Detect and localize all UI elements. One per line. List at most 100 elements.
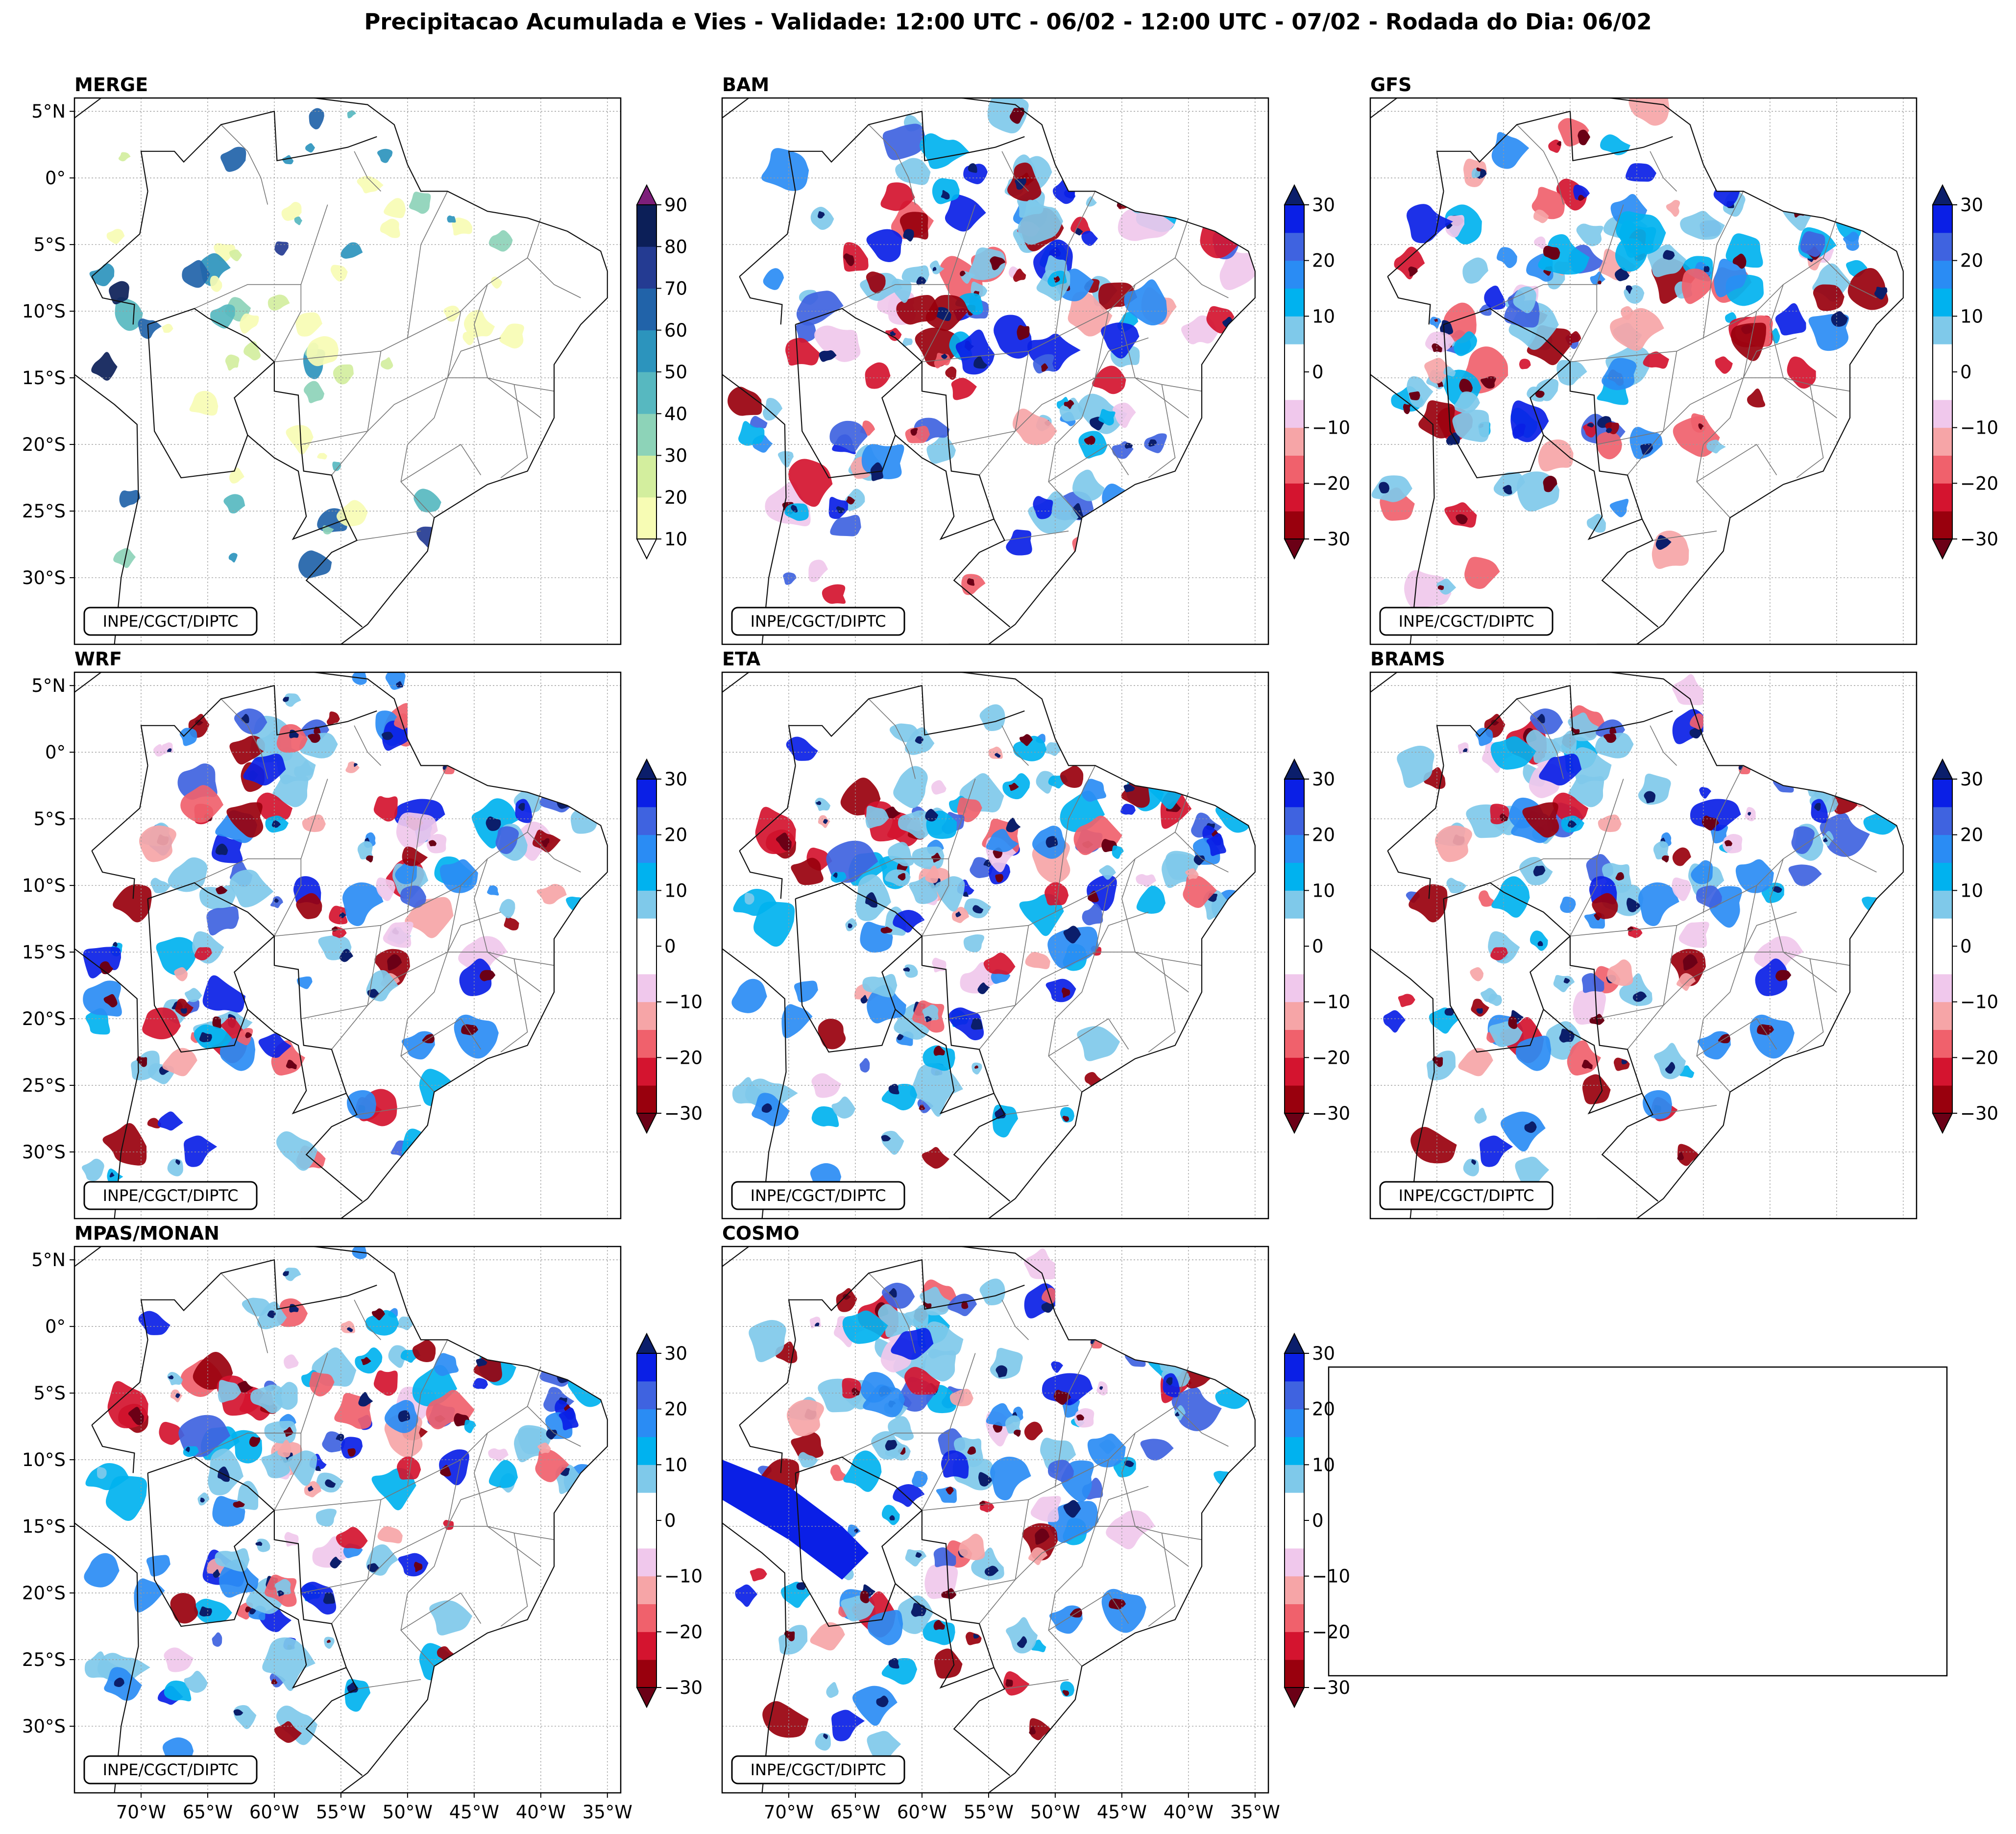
axes-frame: [721, 97, 1269, 645]
colorbar-extend-min: [1284, 1687, 1305, 1709]
state-border: [922, 204, 976, 362]
colorbar-bin: [1933, 1002, 1952, 1030]
colorbar-bin: [637, 1660, 656, 1688]
colorbar-extend-min: [1932, 1113, 1953, 1134]
state-border: [194, 858, 301, 883]
colorbar-bin: [637, 834, 656, 863]
state-border: [1743, 952, 1850, 966]
lat-tick-label: 20°S: [22, 1008, 66, 1029]
state-border: [1570, 779, 1624, 936]
lon-tick-label: 70°W: [764, 1802, 814, 1823]
colorbar-tick-label: −20: [1960, 1047, 1998, 1068]
state-border: [1095, 377, 1202, 392]
state-border: [1048, 311, 1109, 518]
colorbar-tick-label: −20: [1312, 1047, 1350, 1068]
colorbar-bin: [637, 974, 656, 1003]
colorbar-tick-label: −20: [664, 1621, 703, 1642]
state-border: [354, 1299, 382, 1340]
colorbar-tick-label: 10: [1312, 1454, 1335, 1475]
colorbar-tick-label: −30: [1312, 1103, 1350, 1124]
state-border: [1490, 858, 1597, 883]
colorbar-tick-label: 30: [1312, 1343, 1335, 1364]
state-border: [400, 311, 461, 518]
colorbar-tick-label: 90: [664, 195, 687, 216]
country-border: [895, 1009, 995, 1115]
lat-tick-label: 10°S: [22, 875, 66, 896]
colorbar-bin: [1285, 834, 1304, 863]
state-border: [1148, 958, 1176, 1052]
colorbar-bin: [1285, 288, 1304, 317]
state-border: [301, 911, 501, 1019]
colorbar-tick-label: 30: [664, 769, 687, 790]
colorbar-tick-label: 20: [664, 825, 687, 846]
state-border: [1627, 925, 1677, 1050]
colorbar-bin: [637, 1548, 656, 1577]
state-border: [1095, 952, 1202, 966]
colorbar-extend-min: [1284, 1113, 1305, 1134]
colorbar-bin: [1933, 974, 1952, 1003]
credit-box: [83, 607, 258, 636]
state-border: [354, 725, 382, 766]
lon-tick-label: 40°W: [1164, 1802, 1214, 1823]
lat-tick-label: 5°N: [31, 1249, 66, 1271]
map-panel-brams: BRAMS INPE/CGCT/DIPTC 30 20 10 0 −10 −20 −30: [1369, 648, 1998, 1220]
state-border: [979, 1499, 1029, 1624]
lat-tick-label: 15°S: [22, 367, 66, 389]
coastline: [74, 98, 608, 644]
colorbar-tick-label: 10: [1960, 306, 1983, 327]
state-border: [1696, 1018, 1777, 1056]
credit-label: INPE/CGCT/DIPTC: [1399, 1186, 1534, 1205]
state-border: [1004, 1105, 1069, 1115]
colorbar-bin: [1285, 455, 1304, 484]
country-border: [91, 1340, 148, 1426]
state-border: [842, 1432, 949, 1458]
credit-label: INPE/CGCT/DIPTC: [751, 1761, 886, 1779]
state-border: [1770, 858, 1837, 993]
lon-tick-label: 45°W: [449, 1802, 499, 1823]
lon-tick-label: 55°W: [316, 1802, 366, 1823]
state-border: [1490, 284, 1597, 309]
colorbar-bin: [1285, 232, 1304, 261]
state-border: [1516, 124, 1564, 205]
country-border: [1387, 765, 1444, 852]
colorbar-bin: [1933, 1057, 1952, 1086]
colorbar-tick-label: 10: [664, 880, 687, 901]
colorbar-tick-label: 30: [664, 445, 687, 466]
colorbar-bin: [1933, 918, 1952, 947]
state-border: [447, 377, 555, 392]
colorbar-tick-label: −10: [664, 1566, 703, 1587]
colorbar-bin: [1285, 399, 1304, 428]
coastline: [74, 672, 608, 1219]
country-border: [1436, 685, 1673, 766]
state-border: [1048, 1459, 1109, 1667]
state-border: [194, 1432, 301, 1458]
field-shading: [89, 108, 524, 594]
lon-tick-label: 35°W: [583, 1802, 632, 1823]
state-border: [1121, 284, 1189, 418]
state-border: [1696, 311, 1757, 518]
colorbar-bin: [637, 1437, 656, 1465]
country-border: [1443, 882, 1659, 1202]
colorbar-tick-label: −30: [1312, 1677, 1350, 1698]
country-border: [795, 1473, 923, 1627]
colorbar-bin: [1285, 372, 1304, 400]
map-panel-gfs: GFS INPE/CGCT/DIPTC 30 20 10 0 −10 −20 −30: [1369, 74, 1998, 645]
colorbar-bin: [1933, 946, 1952, 975]
state-border: [1121, 1433, 1189, 1567]
country-border: [147, 1473, 275, 1627]
colorbar-extend-max: [1284, 1332, 1305, 1354]
country-border: [247, 1583, 347, 1689]
lat-tick-label: 5°S: [33, 1383, 66, 1404]
state-border: [331, 1499, 382, 1624]
state-border: [1796, 384, 1824, 478]
country-border: [91, 850, 135, 899]
credit-box: [731, 607, 905, 636]
state-border: [842, 284, 949, 309]
state-border: [357, 1105, 421, 1115]
state-border: [1743, 377, 1850, 392]
colorbar-bin: [637, 1492, 656, 1521]
colorbar-tick-label: 20: [1312, 825, 1335, 846]
colorbar-bin: [1285, 1520, 1304, 1549]
country-border: [1387, 191, 1444, 277]
colorbar-bin: [637, 372, 656, 414]
